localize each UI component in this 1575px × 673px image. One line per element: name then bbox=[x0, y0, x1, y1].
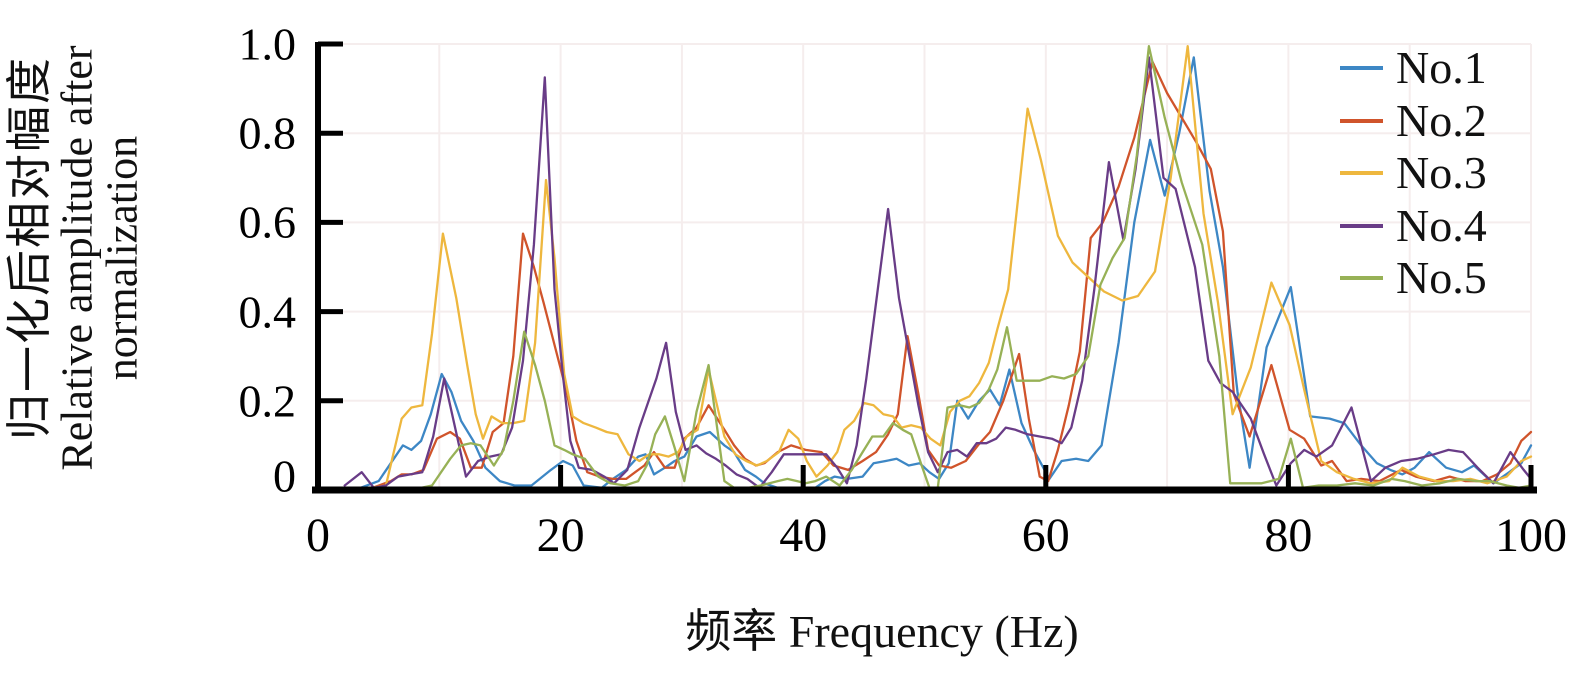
series-line-No.5 bbox=[413, 45, 1533, 491]
series-line-No.2 bbox=[347, 60, 1533, 491]
chart-legend: No.1 No.2 No.3 No.4 No.5 bbox=[1340, 42, 1487, 305]
legend-label-No.3: No.3 bbox=[1396, 147, 1487, 199]
y-tick-label-0.8: 0.8 bbox=[238, 107, 297, 159]
legend-item-No.2: No.2 bbox=[1340, 95, 1487, 148]
legend-swatch-No.3 bbox=[1340, 171, 1383, 176]
series-line-No.4 bbox=[343, 56, 1533, 489]
y-tick-label-0.4: 0.4 bbox=[238, 286, 297, 338]
x-tick-label-0: 0 bbox=[306, 509, 330, 562]
legend-label-No.2: No.2 bbox=[1396, 94, 1487, 146]
y-tick-label-1.0: 1.0 bbox=[238, 18, 297, 70]
legend-item-No.3: No.3 bbox=[1340, 147, 1487, 200]
legend-swatch-No.1 bbox=[1340, 66, 1383, 71]
legend-item-No.4: No.4 bbox=[1340, 200, 1487, 253]
y-tick-label-0.2: 0.2 bbox=[238, 375, 297, 427]
legend-item-No.5: No.5 bbox=[1340, 252, 1487, 305]
y-tick-label-0.6: 0.6 bbox=[238, 196, 297, 248]
x-tick-label-20: 20 bbox=[536, 509, 585, 562]
y-axis-title-english-line2: normalization bbox=[97, 135, 147, 381]
x-tick-label-40: 40 bbox=[779, 509, 828, 562]
y-axis-title-chinese: 归一化后相对幅度 bbox=[4, 56, 55, 440]
legend-label-No.1: No.1 bbox=[1396, 42, 1487, 94]
x-tick-label-60: 60 bbox=[1021, 509, 1070, 562]
legend-item-No.1: No.1 bbox=[1340, 42, 1487, 95]
legend-label-No.5: No.5 bbox=[1396, 252, 1487, 304]
x-tick-label-80: 80 bbox=[1264, 509, 1313, 562]
legend-swatch-No.5 bbox=[1340, 276, 1383, 281]
legend-swatch-No.2 bbox=[1340, 118, 1383, 123]
y-axis-title-english-line1: Relative amplitude after bbox=[52, 45, 102, 471]
y-tick-label-0: 0 bbox=[273, 450, 296, 502]
legend-label-No.4: No.4 bbox=[1396, 199, 1487, 251]
legend-swatch-No.4 bbox=[1340, 223, 1383, 228]
x-tick-label-100: 100 bbox=[1495, 509, 1567, 562]
series-line-No.1 bbox=[341, 56, 1533, 492]
x-axis-title: 频率 Frequency (Hz) bbox=[685, 606, 1079, 657]
